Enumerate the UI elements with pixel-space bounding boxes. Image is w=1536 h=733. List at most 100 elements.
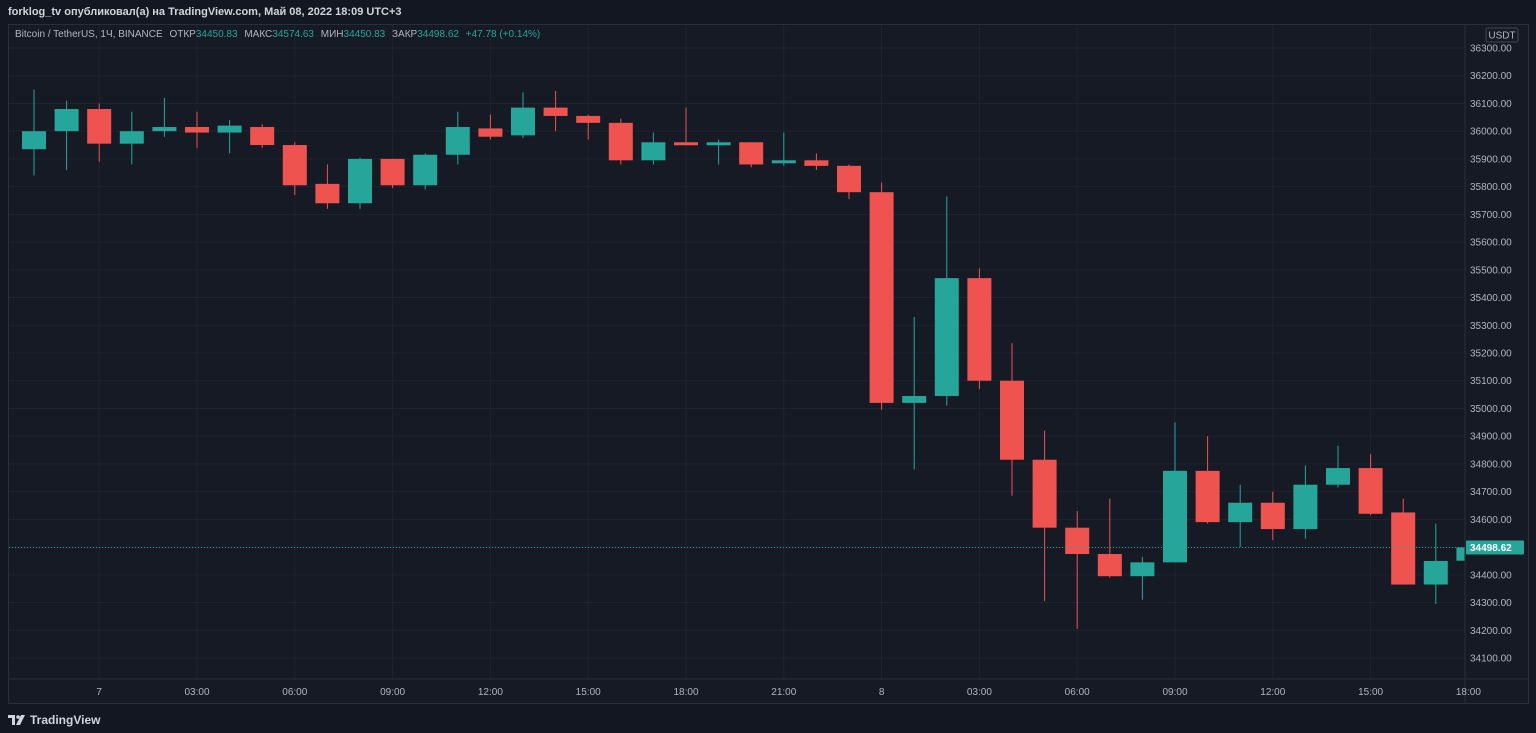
price-tick-label: 36000.00	[1470, 127, 1512, 138]
price-axis-background	[1465, 25, 1528, 679]
price-tick-label: 34700.00	[1470, 487, 1512, 498]
currency-badge-text: USDT	[1488, 31, 1515, 42]
time-tick-label: 15:00	[1358, 687, 1383, 698]
candle-body	[641, 142, 666, 161]
candle-down	[380, 158, 405, 189]
candle-up	[641, 132, 666, 165]
price-tick-label: 34300.00	[1470, 598, 1512, 609]
candle-up	[771, 132, 796, 166]
candle-body	[87, 109, 112, 144]
candlestick-chart[interactable]: 34100.0034200.0034300.0034400.0034500.00…	[9, 25, 1528, 703]
time-tick-label: 18:00	[673, 687, 698, 698]
candle-body	[380, 158, 405, 186]
price-tick-label: 35500.00	[1470, 265, 1512, 276]
candle-body	[1130, 562, 1155, 577]
currency-badge: USDT	[1485, 27, 1519, 43]
price-tick-label: 35100.00	[1470, 376, 1512, 387]
candle-body	[1065, 527, 1090, 555]
footer: TradingView	[0, 706, 1536, 733]
legend-symbol: Bitcoin / TetherUS, 1Ч, BINANCE	[15, 29, 163, 40]
legend-low-label: МИН	[320, 29, 344, 40]
candle-body	[413, 154, 438, 186]
candle-down	[1391, 498, 1416, 585]
price-tick-label: 35900.00	[1470, 154, 1512, 165]
candle-body	[185, 127, 209, 133]
candle-body	[1358, 468, 1383, 514]
price-tick-label: 35000.00	[1470, 404, 1512, 415]
candle-up	[1130, 556, 1155, 600]
candle-down	[837, 164, 861, 200]
candle-body	[576, 115, 601, 123]
candle-body	[119, 131, 144, 144]
time-tick-label: 03:00	[184, 687, 209, 698]
candle-up	[902, 316, 927, 470]
candle-up	[152, 97, 177, 137]
candle-body	[250, 127, 275, 146]
candle-body	[771, 160, 796, 164]
price-tick-label: 35400.00	[1470, 293, 1512, 304]
candle-down	[1358, 454, 1383, 516]
time-axis: 7 03:00 06:00 09:00 12:00 15:00 18:00 21:00 8 03:…	[96, 687, 1481, 698]
time-tick-label: 12:00	[1260, 687, 1285, 698]
candle-body	[837, 165, 861, 193]
candle-body	[478, 128, 503, 137]
legend-high-value: 34574.63	[272, 29, 314, 40]
candle-body	[543, 107, 568, 116]
candle-down	[1000, 343, 1024, 496]
legend-close-value: 34498.62	[417, 29, 459, 40]
candle-down	[1032, 430, 1057, 602]
candle-down	[608, 118, 633, 165]
candle-up	[1326, 445, 1350, 488]
candle-body	[902, 395, 927, 403]
candle-down	[1097, 498, 1122, 578]
candle-down	[804, 153, 829, 170]
candle-body	[1293, 484, 1318, 530]
legend-close-label: ЗАКР	[392, 29, 418, 40]
candle-body	[804, 160, 829, 166]
candle-body	[608, 122, 633, 161]
footer-brand[interactable]: TradingView	[30, 712, 101, 727]
time-tick-label: 15:00	[576, 687, 601, 698]
time-tick-label: 12:00	[478, 687, 503, 698]
candle-down	[674, 107, 698, 146]
time-tick-label: 06:00	[1065, 687, 1090, 698]
candle-body	[967, 278, 992, 381]
candle-up	[511, 92, 535, 139]
legend-change: +47.78 (+0.14%)	[465, 29, 541, 40]
publish-header: forklog_tv опубликовал(а) на TradingView…	[0, 0, 1536, 24]
legend-open-value: 34450.83	[195, 29, 238, 40]
candle-down	[478, 114, 503, 140]
legend-open-label: ОТКР	[169, 29, 196, 40]
candle-down	[739, 142, 764, 168]
time-tick-label: 09:00	[380, 687, 405, 698]
price-tick-label: 34200.00	[1470, 626, 1512, 637]
time-tick-label: 09:00	[1162, 687, 1187, 698]
publish-line: forklog_tv опубликовал(а) на TradingView…	[8, 6, 402, 18]
last-price-label-bg	[1466, 540, 1524, 555]
candle-down	[1065, 511, 1090, 629]
candle-body	[1228, 502, 1253, 523]
candle-body	[511, 107, 535, 136]
legend-low-value: 34450.83	[343, 29, 386, 40]
time-tick-label: 8	[879, 687, 885, 698]
price-tick-label: 34400.00	[1470, 570, 1512, 581]
price-axis: 34100.0034200.0034300.0034400.0034500.00…	[1470, 44, 1512, 665]
candle-down	[282, 142, 307, 195]
candle-body	[674, 142, 698, 146]
chart-panel[interactable]: 34100.0034200.0034300.0034400.0034500.00…	[8, 24, 1529, 704]
time-tick-label: 18:00	[1456, 687, 1481, 698]
candle-body	[315, 183, 340, 204]
candle-down	[869, 182, 894, 410]
candle-body	[1260, 502, 1285, 530]
candle-body	[1391, 512, 1416, 585]
candle-body	[1163, 470, 1187, 563]
candle-body	[739, 142, 764, 165]
time-tick-label: 21:00	[771, 687, 796, 698]
price-tick-label: 35600.00	[1470, 238, 1512, 249]
price-tick-label: 35200.00	[1470, 349, 1512, 360]
candle-up	[119, 111, 144, 165]
price-tick-label: 34100.00	[1470, 654, 1512, 665]
candle-down	[576, 114, 601, 140]
candles	[22, 89, 1481, 629]
candle-body	[869, 192, 894, 403]
